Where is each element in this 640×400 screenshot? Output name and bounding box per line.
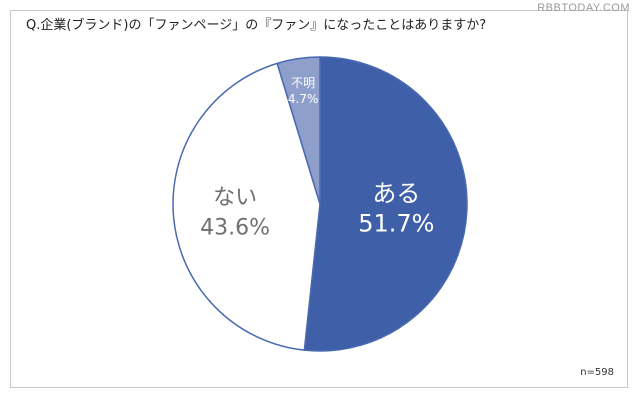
chart-frame	[10, 10, 628, 388]
slice-label-1: ある	[372, 179, 420, 207]
slice-label-3: 不明	[291, 76, 315, 90]
pie-slice-2	[172, 62, 321, 351]
chart-question-title: Q.企業(ブランド)の「ファンページ」の『ファン』になったことはありますか?	[26, 18, 487, 33]
sample-size: n=598	[580, 367, 614, 378]
pie-slice-1	[303, 56, 468, 352]
slice-value-label-1: 51.7%	[358, 209, 434, 237]
slice-value-label-3: 4.7%	[288, 92, 319, 106]
slice-value-label-2: 43.6%	[200, 216, 270, 241]
slice-label-2: ない	[213, 186, 257, 211]
watermark: RBBTODAY.COM	[537, 2, 630, 14]
pie-slice-3	[276, 56, 321, 205]
